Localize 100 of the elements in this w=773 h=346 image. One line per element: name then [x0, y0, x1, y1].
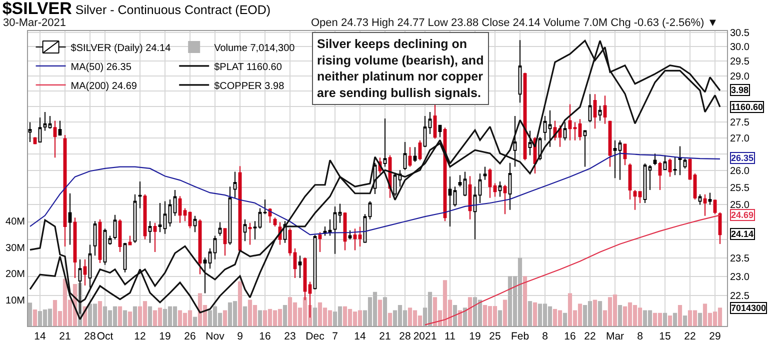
- x-tick-label: 19: [469, 330, 481, 343]
- candlestick: [178, 196, 182, 224]
- candlestick: [228, 186, 232, 246]
- candlestick: [493, 182, 497, 198]
- candlestick: [158, 202, 162, 233]
- candlestick: [438, 124, 442, 138]
- y-tick-label: 22.5: [730, 290, 750, 302]
- candlestick: [633, 189, 637, 210]
- text: 3.98: [731, 85, 749, 95]
- x-tick-label: 19: [159, 330, 171, 343]
- y2-tick-label: 40M: [6, 216, 25, 228]
- x-tick-label: 12: [134, 330, 146, 343]
- candlestick: [223, 228, 227, 256]
- y-tick-label: 30.5: [730, 28, 750, 39]
- candlestick: [83, 258, 87, 286]
- candlestick: [683, 158, 687, 169]
- candlestick: [233, 171, 237, 198]
- x-tick-label: 15: [659, 330, 671, 343]
- candlestick: [68, 192, 72, 246]
- candlestick: [128, 235, 132, 246]
- candlestick: [518, 40, 522, 104]
- candlestick: [53, 120, 57, 158]
- candlestick: [653, 153, 657, 166]
- x-tick-label: 26: [184, 330, 196, 343]
- text: 24.69: [731, 210, 754, 220]
- chart-title: $SILVER Silver - Continuous Contract (EOD): [2, 0, 271, 18]
- x-tick-label: 14: [354, 330, 366, 343]
- candlestick: [603, 95, 607, 124]
- x-tick-label: Mar: [606, 330, 625, 343]
- candlestick: [513, 116, 517, 168]
- candlestick: [508, 162, 512, 210]
- candlestick: [148, 220, 152, 244]
- legend-label: Volume 7,014,300: [214, 42, 296, 54]
- candlestick: [218, 222, 222, 236]
- candlestick: [118, 218, 122, 253]
- candlestick: [318, 232, 322, 253]
- candlestick: [293, 248, 297, 278]
- candlestick: [93, 220, 97, 256]
- x-tick-label: 7: [332, 330, 338, 343]
- candlestick: [698, 194, 702, 206]
- candlestick: [48, 116, 52, 130]
- text: 30-Mar-2021: [3, 17, 66, 29]
- candlestick: [253, 220, 257, 240]
- candlestick: [583, 130, 587, 168]
- candlestick: [463, 171, 467, 197]
- candlestick: [488, 168, 492, 198]
- legend-label: $SILVER (Daily) 24.14: [70, 42, 172, 54]
- x-tick-label: 29: [709, 330, 721, 343]
- x-tick-label: 14: [34, 330, 46, 343]
- y-tick-label: 26.0: [730, 166, 750, 177]
- candlestick: [333, 206, 337, 254]
- candlestick: [298, 255, 302, 278]
- candlestick: [183, 208, 187, 222]
- y-tick-label: 27.0: [730, 133, 750, 144]
- x-tick-label: 22: [684, 330, 696, 343]
- candlestick: [663, 154, 667, 171]
- x-tick-label: Nov: [206, 330, 226, 343]
- text: Open 24.73 High 24.77 Low 23.88 Close 24.14 Volume 7.0M Chg -0.63 (-2.56%) ▼: [311, 17, 718, 29]
- candlestick: [403, 142, 407, 171]
- y2-tick-label: 30M: [6, 242, 25, 254]
- x-tick-label: 16: [259, 330, 271, 343]
- candlestick: [578, 118, 582, 141]
- x-tick-label: 21: [379, 330, 391, 343]
- candlestick: [163, 200, 167, 234]
- candlestick: [668, 158, 672, 178]
- candlestick: [423, 116, 427, 148]
- x-tick-label: 8: [542, 330, 548, 343]
- candlestick: [708, 192, 712, 206]
- candlestick: [203, 257, 207, 294]
- candlestick: [38, 117, 42, 142]
- candlestick: [573, 122, 577, 141]
- candlestick: [673, 156, 677, 176]
- annotation: Silver keeps declining on rising volume (bearish), and neither platinum nor copper are sending bullish signals.: [317, 37, 484, 100]
- candlestick: [468, 176, 472, 220]
- candlestick: [628, 163, 632, 200]
- candlestick: [473, 186, 477, 240]
- candlestick: [563, 122, 567, 141]
- y-tick-label: 23.0: [730, 272, 750, 283]
- candlestick: [353, 228, 357, 251]
- candlestick: [208, 248, 212, 270]
- candlestick: [658, 161, 662, 190]
- legend-label: $PLAT 1160.60: [214, 62, 282, 73]
- candlestick: [593, 94, 597, 130]
- text: 24.14: [731, 229, 754, 239]
- x-tick-label: Dec: [306, 330, 324, 343]
- y-tick-label: 29.0: [730, 72, 750, 83]
- x-tick-label: 22: [584, 330, 596, 343]
- line-series: [424, 214, 721, 326]
- candlestick: [348, 230, 352, 240]
- candlestick: [408, 146, 412, 168]
- candlestick: [498, 181, 502, 198]
- candlestick: [678, 146, 682, 176]
- candlestick: [613, 140, 617, 179]
- candlestick: [358, 226, 362, 248]
- legend-label: $COPPER 3.98: [214, 80, 285, 92]
- x-tick-label: 9: [237, 330, 244, 343]
- candlestick: [383, 118, 387, 168]
- candlestick: [338, 203, 342, 224]
- candlestick: [263, 199, 267, 215]
- x-tick-label: 8: [637, 330, 644, 343]
